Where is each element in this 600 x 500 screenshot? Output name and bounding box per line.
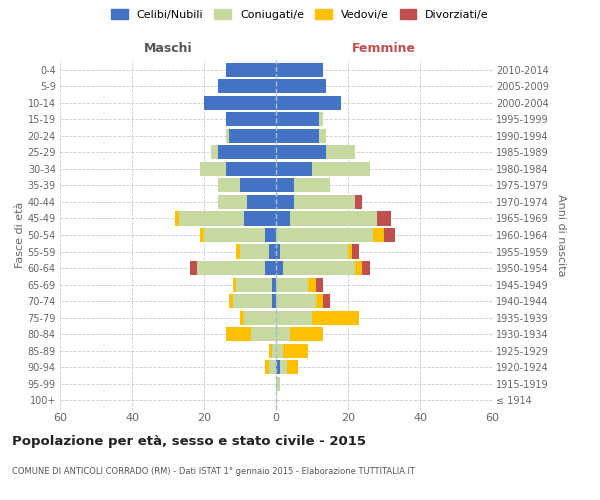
Bar — [276, 228, 373, 242]
Bar — [244, 310, 276, 324]
Y-axis label: Fasce di età: Fasce di età — [14, 202, 25, 268]
Bar — [355, 195, 362, 209]
Bar — [265, 360, 269, 374]
Bar — [308, 278, 316, 291]
Bar — [265, 261, 276, 275]
Bar — [319, 129, 326, 143]
Bar — [276, 80, 326, 94]
Bar — [276, 212, 290, 226]
Bar — [190, 261, 197, 275]
Bar — [283, 344, 308, 357]
Bar — [294, 195, 355, 209]
Bar — [200, 162, 226, 176]
Bar — [276, 261, 283, 275]
Bar — [276, 146, 326, 160]
Bar — [229, 294, 233, 308]
Bar — [316, 278, 323, 291]
Bar — [269, 344, 272, 357]
Bar — [362, 261, 370, 275]
Legend: Celibi/Nubili, Coniugati/e, Vedovi/e, Divorziati/e: Celibi/Nubili, Coniugati/e, Vedovi/e, Di… — [108, 6, 492, 23]
Bar — [204, 96, 276, 110]
Bar — [226, 327, 251, 341]
Bar — [276, 360, 280, 374]
Y-axis label: Anni di nascita: Anni di nascita — [556, 194, 566, 276]
Bar — [290, 327, 323, 341]
Bar — [276, 63, 323, 77]
Bar — [236, 278, 272, 291]
Bar — [276, 195, 294, 209]
Bar — [244, 212, 276, 226]
Bar — [276, 162, 312, 176]
Bar — [312, 310, 359, 324]
Bar — [280, 244, 348, 258]
Bar — [218, 80, 276, 94]
Text: Femmine: Femmine — [352, 42, 416, 55]
Bar — [276, 327, 290, 341]
Bar — [204, 228, 265, 242]
Bar — [373, 228, 384, 242]
Bar — [276, 112, 319, 126]
Bar — [226, 129, 229, 143]
Text: Popolazione per età, sesso e stato civile - 2015: Popolazione per età, sesso e stato civil… — [12, 435, 366, 448]
Bar — [226, 162, 276, 176]
Bar — [226, 112, 276, 126]
Bar — [290, 212, 377, 226]
Bar — [276, 344, 283, 357]
Bar — [197, 261, 265, 275]
Bar — [276, 96, 341, 110]
Bar — [355, 261, 362, 275]
Bar — [294, 178, 330, 192]
Text: Maschi: Maschi — [143, 42, 193, 55]
Bar — [218, 146, 276, 160]
Bar — [312, 162, 370, 176]
Bar — [226, 63, 276, 77]
Bar — [316, 294, 323, 308]
Bar — [276, 294, 316, 308]
Bar — [251, 327, 276, 341]
Bar — [280, 360, 287, 374]
Bar — [276, 310, 312, 324]
Bar — [276, 129, 319, 143]
Bar — [276, 376, 280, 390]
Bar — [175, 212, 179, 226]
Bar — [229, 129, 276, 143]
Bar — [352, 244, 359, 258]
Bar — [319, 112, 323, 126]
Bar — [276, 244, 280, 258]
Bar — [218, 195, 247, 209]
Bar — [272, 278, 276, 291]
Bar — [287, 360, 298, 374]
Bar — [269, 244, 276, 258]
Bar — [200, 228, 204, 242]
Bar — [283, 261, 355, 275]
Bar — [272, 344, 276, 357]
Bar — [377, 212, 391, 226]
Text: COMUNE DI ANTICOLI CORRADO (RM) - Dati ISTAT 1° gennaio 2015 - Elaborazione TUTT: COMUNE DI ANTICOLI CORRADO (RM) - Dati I… — [12, 468, 415, 476]
Bar — [276, 278, 308, 291]
Bar — [233, 278, 236, 291]
Bar — [240, 244, 269, 258]
Bar — [236, 244, 240, 258]
Bar — [326, 146, 355, 160]
Bar — [233, 294, 272, 308]
Bar — [265, 228, 276, 242]
Bar — [240, 178, 276, 192]
Bar — [276, 178, 294, 192]
Bar — [218, 178, 240, 192]
Bar — [269, 360, 276, 374]
Bar — [272, 294, 276, 308]
Bar — [348, 244, 352, 258]
Bar — [384, 228, 395, 242]
Bar — [179, 212, 244, 226]
Bar — [240, 310, 244, 324]
Bar — [211, 146, 218, 160]
Bar — [323, 294, 330, 308]
Bar — [247, 195, 276, 209]
